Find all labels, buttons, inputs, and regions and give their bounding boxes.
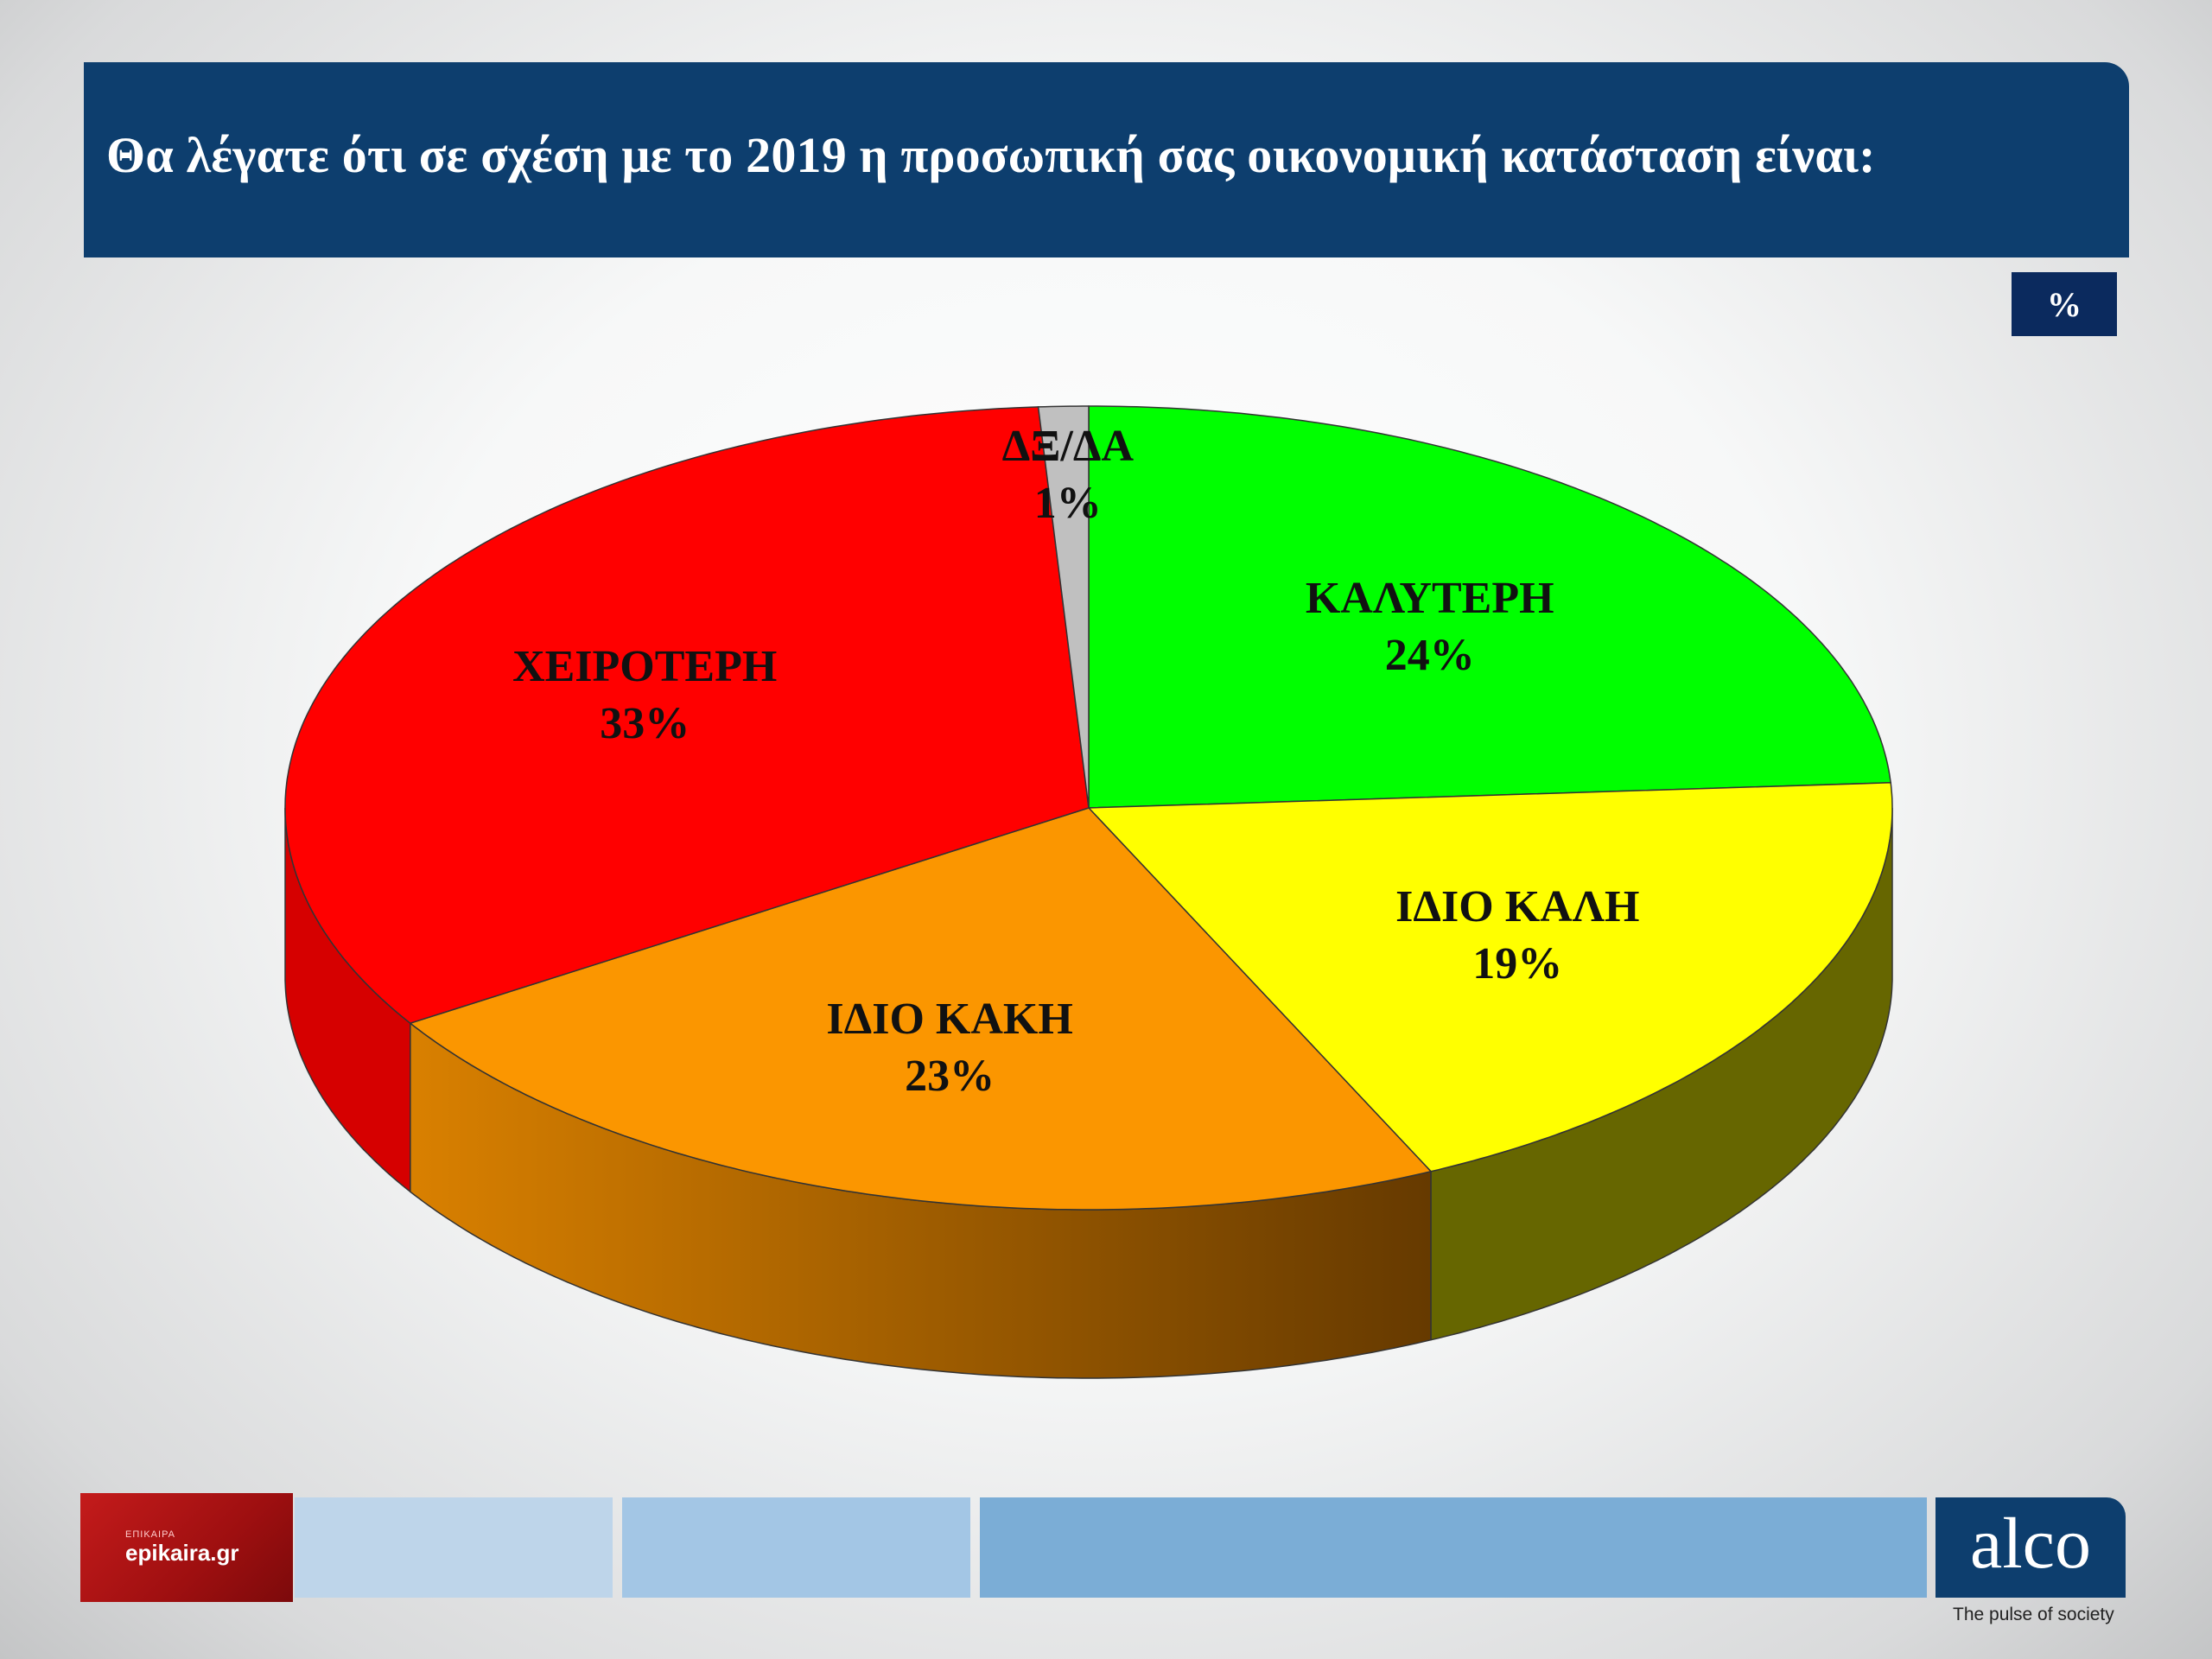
slice-value-label-3: 33% (600, 699, 690, 748)
pie-slice-3 (284, 406, 1090, 1025)
alco-tagline: The pulse of society (1953, 1605, 2114, 1624)
slice-value-label-1: 19% (1472, 939, 1562, 988)
pie-slice-0 (1088, 405, 1892, 809)
alco-logo-text: alco (1970, 1503, 2091, 1584)
pie-slice-1 (1087, 782, 1893, 1173)
slice-value-label-0: 24% (1385, 631, 1475, 680)
slice-label-1: ΙΔΙΟ ΚΑΛΗ (1395, 882, 1639, 931)
epikaira-logo-text: epikaira.gr (125, 1540, 239, 1566)
footer-bar-1 (295, 1497, 613, 1598)
footer-bar-2 (622, 1497, 970, 1598)
slice-label-2: ΙΔΙΟ ΚΑΚΗ (826, 995, 1072, 1044)
pie-slice-4 (1037, 405, 1090, 809)
slice-value-label-4: 1% (1034, 479, 1102, 528)
pie-slice-2 (409, 807, 1433, 1211)
footer-bar-3 (980, 1497, 1927, 1598)
epikaira-logo-small-text: ΕΠΙΚΑΙΡΑ (125, 1529, 175, 1540)
slice-label-0: ΚΑΛΥΤΕΡΗ (1306, 574, 1554, 623)
chart-title: Θα λέγατε ότι σε σχέση με το 2019 η προσ… (106, 126, 1876, 183)
epikaira-logo: ΕΠΙΚΑΙΡΑ epikaira.gr (80, 1493, 293, 1602)
alco-logo: alco (1936, 1497, 2126, 1598)
slice-label-4: ΔΞ/ΔΑ (1002, 422, 1135, 471)
unit-badge: % (2012, 272, 2117, 336)
slice-value-label-2: 23% (905, 1052, 995, 1101)
slice-label-3: ΧΕΙΡΟΤΕΡΗ (512, 642, 777, 691)
title-bar: Θα λέγατε ότι σε σχέση με το 2019 η προσ… (84, 62, 2129, 257)
